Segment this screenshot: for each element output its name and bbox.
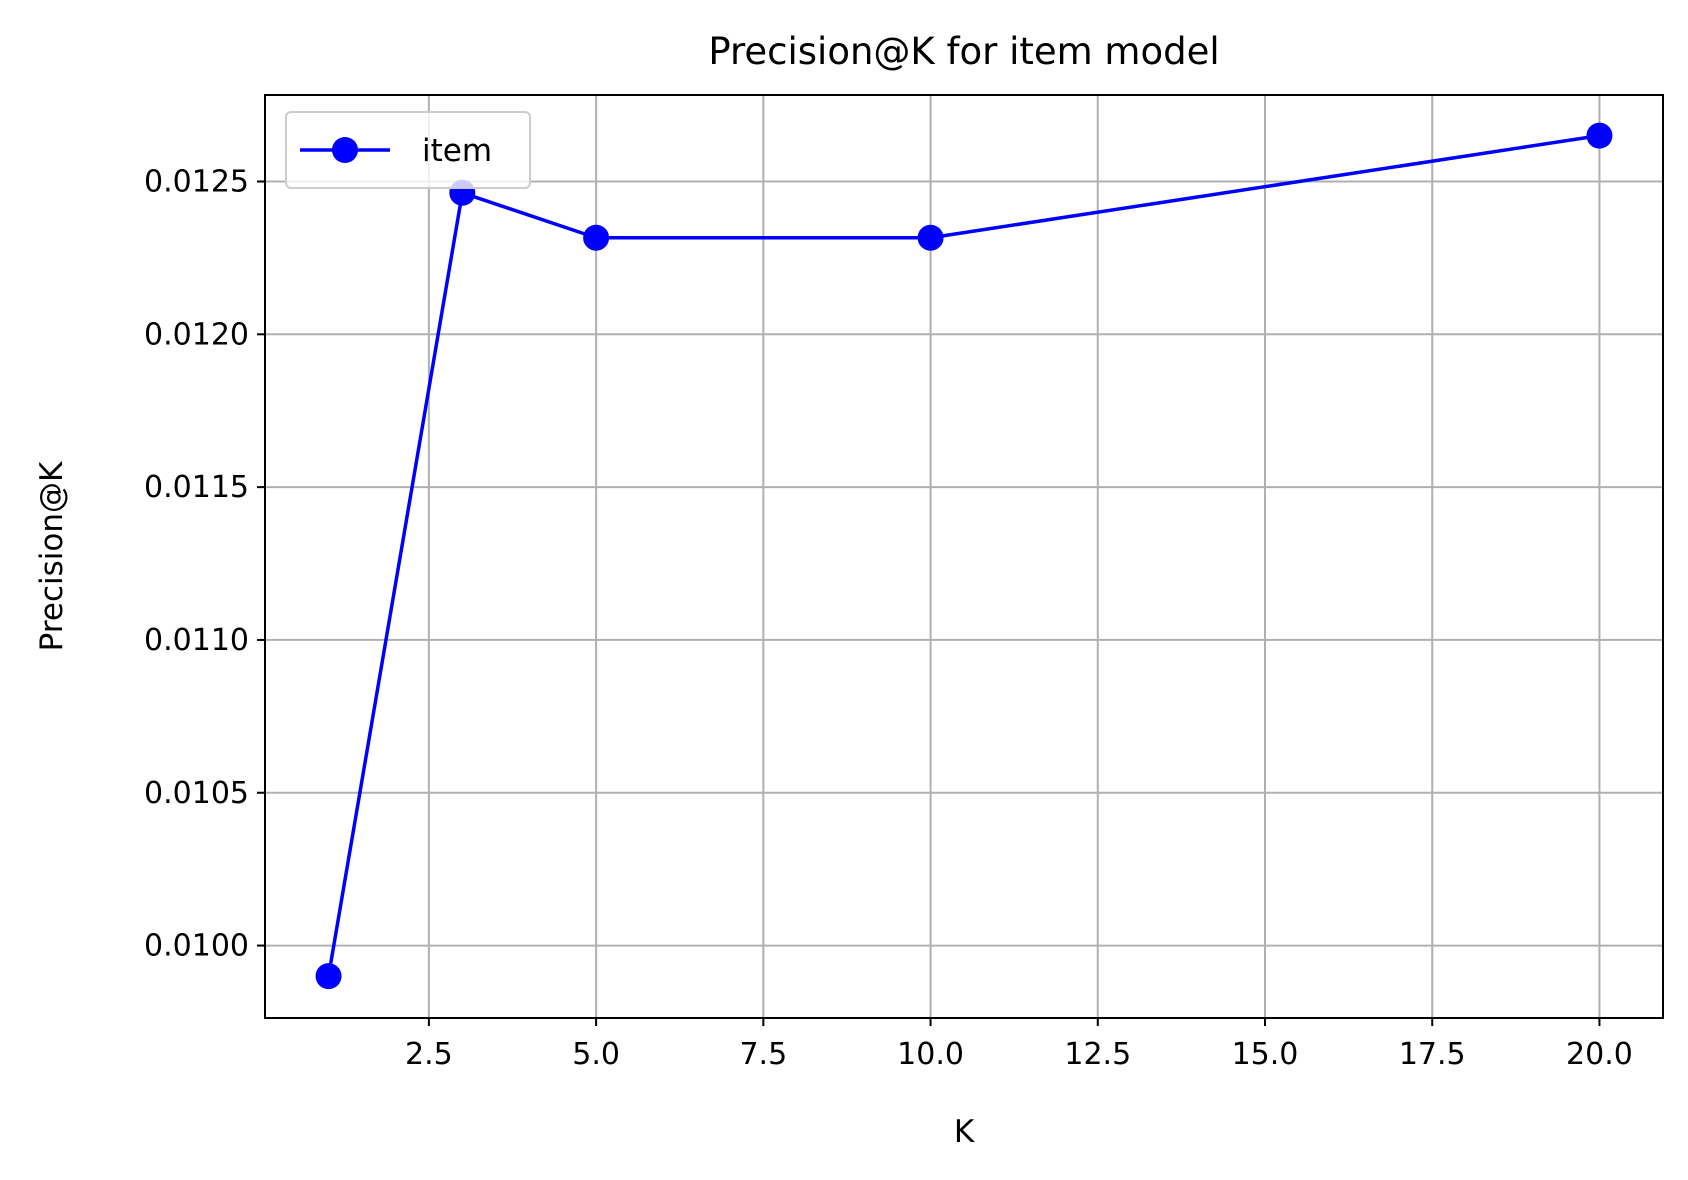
y-tick-label: 0.0100 [144,929,249,964]
x-tick-label: 2.5 [405,1037,453,1072]
y-tick-label: 0.0125 [144,164,249,199]
legend-label-item: item [422,133,492,169]
x-tick-label: 10.0 [897,1037,964,1072]
data-point [583,224,610,251]
data-point [917,224,944,251]
y-tick-label: 0.0105 [144,776,249,811]
chart-title: Precision@K for item model [708,30,1219,73]
legend: item [285,111,531,189]
data-point [1586,122,1613,149]
x-tick-label: 17.5 [1399,1037,1466,1072]
y-tick-label: 0.0120 [144,317,249,352]
x-tick-label: 20.0 [1566,1037,1633,1072]
x-tick-label: 7.5 [739,1037,787,1072]
plot-area-frame [264,94,1664,1019]
x-tick-label: 5.0 [572,1037,620,1072]
data-point [315,963,342,990]
y-axis-label: Precision@K [34,461,70,651]
x-tick-label: 12.5 [1064,1037,1131,1072]
grid [265,95,1663,1018]
legend-marker [332,137,358,163]
legend-box [285,111,531,189]
x-axis-label: K [954,1114,975,1150]
y-tick-label: 0.0115 [144,470,249,505]
y-tick-label: 0.0110 [144,623,249,658]
x-tick-label: 15.0 [1232,1037,1299,1072]
axis-ticks: 2.5 5.0 7.5 10.0 12.5 15.0 17.5 20.0 0.0100 0.010… [144,164,1633,1072]
